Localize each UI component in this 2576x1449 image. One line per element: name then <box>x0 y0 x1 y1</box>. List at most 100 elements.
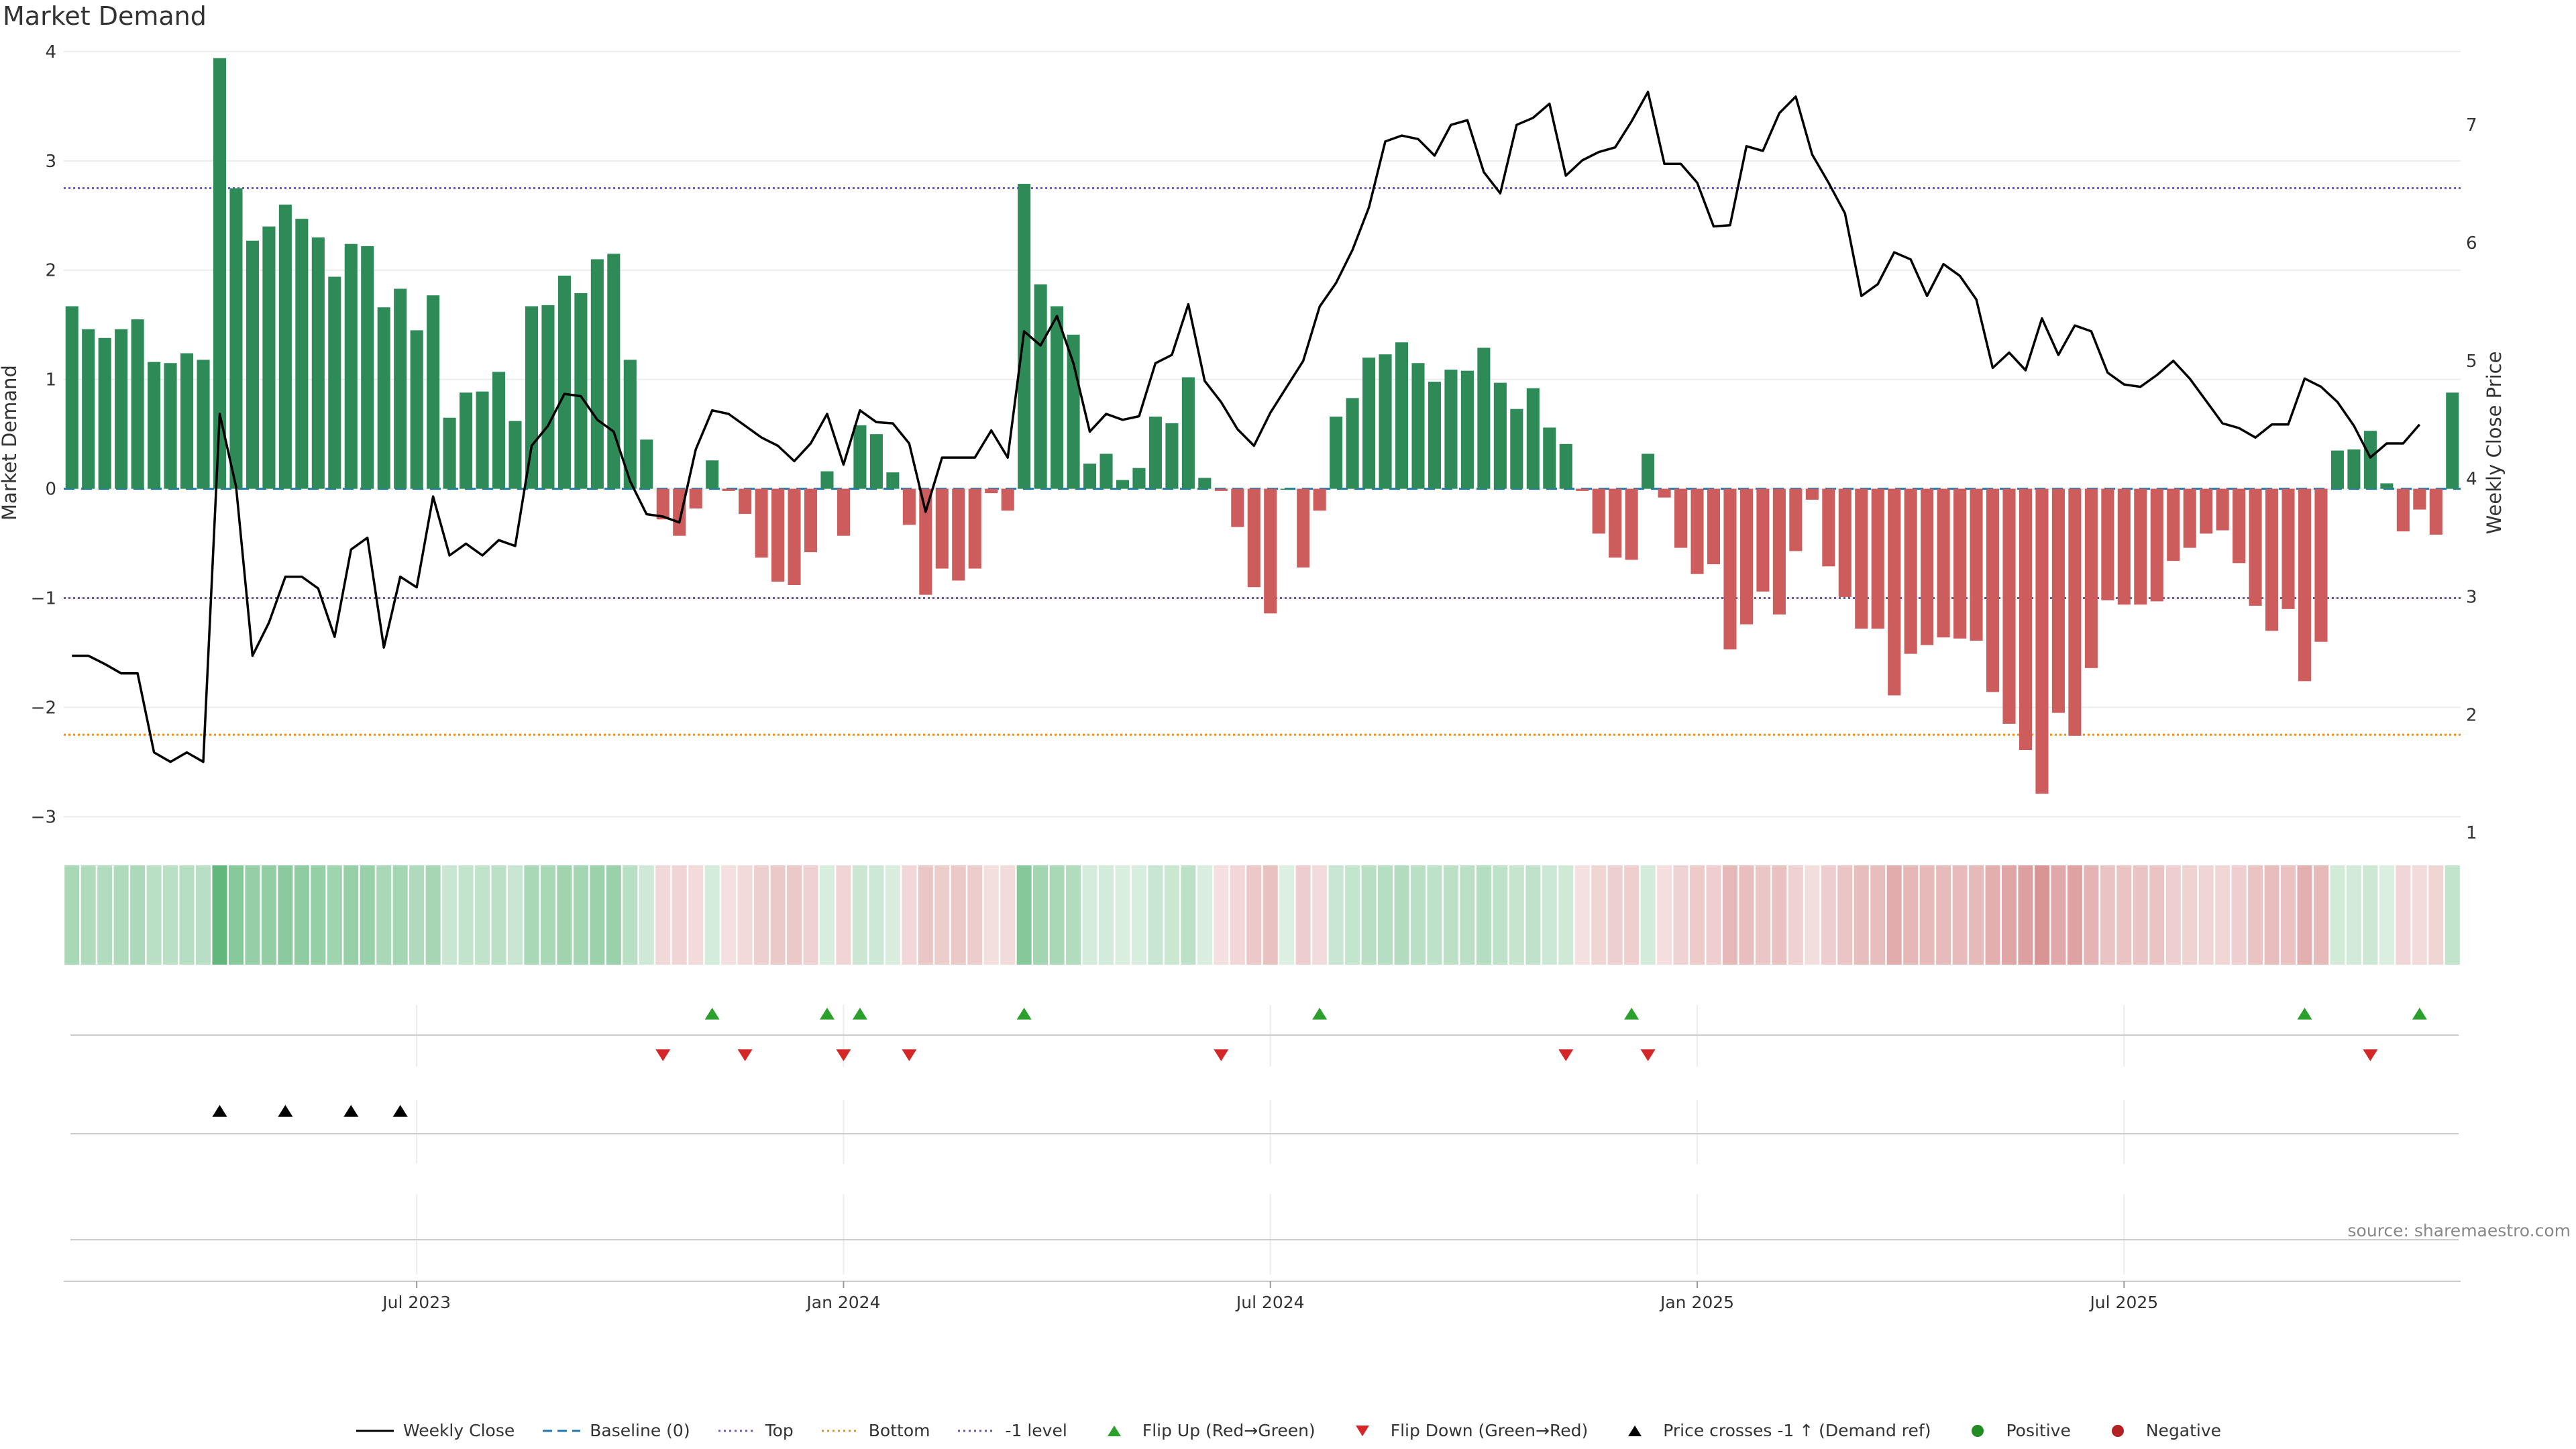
demand-strip-cell <box>1246 865 1262 965</box>
demand-bar <box>1297 488 1310 568</box>
demand-strip-cell <box>1886 865 1902 965</box>
demand-strip-cell <box>1427 865 1442 965</box>
demand-bar <box>2216 488 2229 531</box>
demand-strip-cell <box>1312 865 1328 965</box>
demand-bar <box>2051 488 2065 713</box>
demand-bar <box>1789 488 1803 551</box>
demand-bar <box>1690 488 1704 574</box>
flip-down-marker <box>1214 1049 1229 1061</box>
demand-strip-cell <box>130 865 146 965</box>
demand-bar <box>590 259 604 489</box>
demand-strip-cell <box>1345 865 1360 965</box>
demand-strip-cell <box>360 865 375 965</box>
demand-strip-cell <box>113 865 129 965</box>
legend-label: Flip Up (Red→Green) <box>1142 1421 1316 1440</box>
y-tick-label: 0 <box>45 480 56 500</box>
demand-strip-cell <box>770 865 786 965</box>
demand-bar <box>1723 488 1737 650</box>
legend-label: Weekly Close <box>402 1421 515 1440</box>
demand-strip-cell <box>1903 865 1919 965</box>
demand-bar <box>2380 483 2394 489</box>
legend-item-baseline: Baseline (0) <box>541 1421 690 1440</box>
demand-bar <box>1609 488 1622 558</box>
demand-bar <box>2249 488 2262 606</box>
demand-bar <box>2265 488 2279 631</box>
demand-strip-cell <box>2165 865 2181 965</box>
demand-bar <box>1411 363 1425 489</box>
demand-strip-cell <box>1082 865 1097 965</box>
demand-bar <box>902 488 916 525</box>
demand-bar <box>557 275 571 489</box>
demand-bar <box>2068 488 2082 736</box>
demand-bar <box>2150 488 2163 602</box>
demand-strip-cell <box>2215 865 2231 965</box>
demand-bar <box>1986 488 2000 692</box>
demand-strip-cell <box>623 865 638 965</box>
demand-strip-cell <box>606 865 621 965</box>
demand-bar <box>213 58 227 489</box>
y2-tick-label: 5 <box>2466 352 2477 372</box>
y2-tick-label: 1 <box>2466 823 2477 843</box>
demand-bar <box>1510 409 1523 489</box>
demand-bar <box>1772 488 1786 614</box>
legend-item-top: Top <box>717 1421 794 1440</box>
demand-bar <box>525 306 539 489</box>
demand-bar <box>1313 488 1326 511</box>
demand-strip-cell <box>1525 865 1541 965</box>
legend-label: Top <box>765 1421 794 1440</box>
demand-strip-cell <box>2396 865 2411 965</box>
demand-strip-cell <box>1230 865 1245 965</box>
demand-bar <box>1362 358 1376 489</box>
y2-tick-label: 4 <box>2466 470 2477 490</box>
demand-bar <box>673 488 686 536</box>
demand-bar <box>2347 449 2361 489</box>
demand-bar <box>1231 488 1244 527</box>
legend-symbol-positive_dot <box>1972 1424 1984 1437</box>
demand-bar <box>623 360 637 489</box>
demand-strip-cell <box>803 865 818 965</box>
y-tick-label: 3 <box>45 152 56 172</box>
demand-bar <box>1099 453 1113 489</box>
demand-strip-cell <box>1690 865 1705 965</box>
demand-strip-cell <box>343 865 359 965</box>
demand-strip-cell <box>787 865 802 965</box>
demand-bar <box>1559 443 1572 489</box>
demand-bar <box>2282 488 2295 609</box>
demand-bar <box>361 246 374 489</box>
chart-title: Market Demand <box>3 1 207 31</box>
demand-strip-cell <box>1722 865 1737 965</box>
demand-bar <box>344 244 358 489</box>
demand-bar <box>1444 370 1458 489</box>
demand-bar <box>541 305 555 489</box>
demand-strip-cell <box>2248 865 2263 965</box>
demand-strip-cell <box>1919 865 1935 965</box>
flip-up-marker <box>819 1008 835 1020</box>
demand-strip-cell <box>2428 865 2444 965</box>
demand-bar <box>1526 388 1540 489</box>
demand-strip-cell <box>261 865 276 965</box>
demand-bar <box>788 488 801 585</box>
legend-symbol-cross <box>1628 1425 1642 1436</box>
demand-strip-cell <box>1394 865 1409 965</box>
demand-bar <box>607 254 621 489</box>
y2-tick-label: 2 <box>2466 705 2477 725</box>
flip-down-marker <box>2363 1049 2378 1061</box>
demand-strip-cell <box>2198 865 2214 965</box>
demand-strip-cell <box>2034 865 2049 965</box>
y2-tick-label: 6 <box>2466 233 2477 254</box>
demand-bar <box>2363 431 2377 489</box>
demand-strip-cell <box>2051 865 2066 965</box>
demand-bar <box>1739 488 1753 625</box>
demand-bar <box>410 330 423 489</box>
demand-bar <box>1592 488 1605 534</box>
demand-bar <box>82 329 95 489</box>
price-cross-marker <box>278 1105 293 1117</box>
y-tick-label: −2 <box>31 698 56 718</box>
demand-bar <box>2298 488 2312 682</box>
demand-bar <box>1888 488 1901 696</box>
flip-up-marker <box>1624 1008 1640 1020</box>
demand-strip-cell <box>294 865 309 965</box>
demand-strip-cell <box>1493 865 1508 965</box>
demand-strip-cell <box>2445 865 2460 965</box>
demand-strip-cell <box>737 865 753 965</box>
